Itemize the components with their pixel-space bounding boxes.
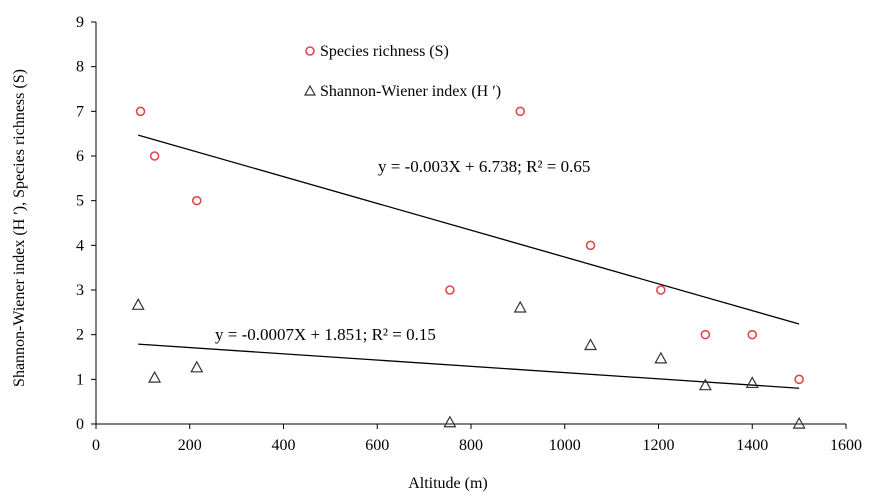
shannon-wiener-point xyxy=(148,370,162,383)
data-points xyxy=(131,106,806,429)
y-tick-label: 0 xyxy=(76,416,84,433)
y-tick-label: 6 xyxy=(76,148,84,165)
y-tick-label: 8 xyxy=(76,59,84,76)
shannon-wiener-point xyxy=(745,376,759,389)
trendline-shannon-wiener xyxy=(138,343,800,389)
y-tick-label: 5 xyxy=(76,193,84,210)
x-axis-ticks: 0 200 400 600 800 1000 1200 1400 1600 xyxy=(92,424,862,454)
x-tick-label: 1200 xyxy=(643,437,675,454)
species-richness-point xyxy=(747,329,758,340)
y-tick-label: 4 xyxy=(76,237,84,254)
x-tick-label: 800 xyxy=(459,437,483,454)
shannon-wiener-point xyxy=(513,300,527,313)
x-tick-label: 200 xyxy=(178,437,202,454)
trendline-species-richness xyxy=(138,134,800,325)
legend-marker-shannon-wiener xyxy=(303,84,317,96)
shannon-wiener-point xyxy=(654,351,668,364)
shannon-wiener-point xyxy=(698,378,712,391)
species-richness-point xyxy=(191,195,202,206)
shannon-wiener-point xyxy=(190,360,204,373)
x-tick-label: 1000 xyxy=(549,437,581,454)
species-richness-point xyxy=(445,285,455,295)
y-axis-title: Shannon-Wiener index (H ʹ), Species rich… xyxy=(11,69,28,387)
x-tick-label: 1400 xyxy=(736,437,768,454)
x-tick-label: 400 xyxy=(272,437,296,454)
x-tick-label: 1600 xyxy=(830,437,862,454)
species-richness-point xyxy=(700,329,711,340)
legend: Species richness (S) Shannon-Wiener inde… xyxy=(303,43,501,100)
species-richness-point xyxy=(149,151,160,161)
y-tick-label: 9 xyxy=(76,14,84,31)
y-axis-ticks: 0 1 2 3 4 5 6 7 8 9 xyxy=(76,14,96,433)
shannon-wiener-point xyxy=(443,415,457,428)
trendline-equation-species-richness: y = -0.003X + 6.738; R² = 0.65 xyxy=(378,157,590,176)
shannon-wiener-point xyxy=(792,416,806,429)
legend-label-shannon-wiener: Shannon-Wiener index (H ʹ) xyxy=(320,83,501,100)
y-tick-label: 2 xyxy=(76,327,84,344)
y-tick-label: 3 xyxy=(76,282,84,299)
shannon-wiener-point xyxy=(131,298,145,310)
legend-marker-species-richness xyxy=(305,46,315,56)
species-richness-point xyxy=(656,285,666,295)
species-richness-point xyxy=(515,106,526,117)
legend-label-species-richness: Species richness (S) xyxy=(320,43,449,60)
trendlines xyxy=(138,134,800,389)
species-richness-point xyxy=(794,374,804,385)
y-tick-label: 7 xyxy=(76,103,84,120)
trendline-equation-shannon-wiener: y = -0.0007X + 1.851; R² = 0.15 xyxy=(215,325,436,344)
x-axis-title: Altitude (m) xyxy=(408,475,488,492)
x-tick-label: 600 xyxy=(365,437,389,454)
shannon-wiener-point xyxy=(584,338,598,351)
species-richness-point xyxy=(135,106,146,117)
species-richness-point xyxy=(585,240,596,251)
x-tick-label: 0 xyxy=(92,437,100,454)
y-tick-label: 1 xyxy=(76,371,84,388)
